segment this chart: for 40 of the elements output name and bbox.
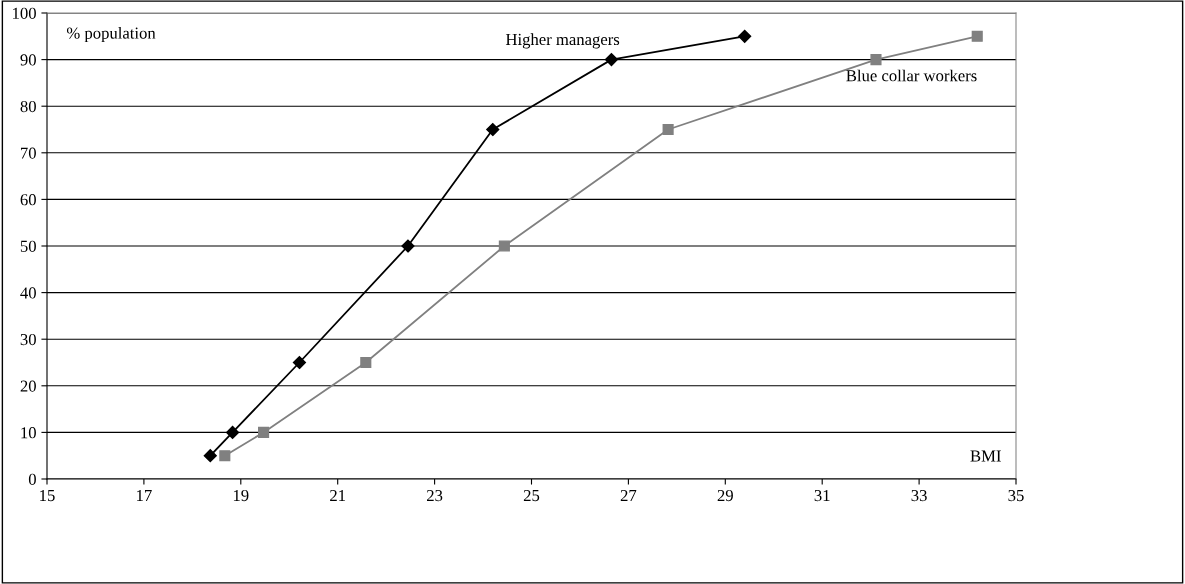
x-tick-label: 35 (1008, 489, 1024, 502)
x-tick-label: 21 (330, 489, 346, 501)
y-tick-label: 50 (20, 240, 36, 252)
point (401, 239, 415, 253)
series-label: Blue collar workers (846, 69, 977, 82)
y-tick-label: 100 (13, 7, 36, 19)
x-tick-label: 25 (523, 489, 540, 502)
x-tick-label: 15 (40, 489, 55, 502)
y-tick-label: 40 (20, 287, 36, 299)
y-tick-label: 70 (21, 147, 36, 159)
x-axis-title: BMI (970, 450, 1001, 462)
x-tick-label: 31 (814, 489, 830, 502)
point (498, 240, 510, 252)
series-label: Higher managers (505, 33, 620, 49)
point (219, 450, 231, 462)
x-tick-label: 27 (620, 489, 637, 501)
y-tick-label: 30 (20, 333, 36, 346)
point (738, 29, 752, 43)
point (225, 425, 240, 439)
y-tick-label: 60 (20, 194, 36, 206)
point (870, 54, 882, 66)
point (203, 449, 217, 463)
point (486, 122, 500, 137)
point (971, 30, 983, 42)
y-tick-label: 0 (28, 473, 36, 485)
y-tick-label: 10 (21, 427, 36, 439)
y-axis-title: % population (66, 26, 156, 43)
point (604, 53, 619, 67)
x-tick-label: 17 (137, 489, 152, 501)
x-tick-label: 33 (911, 489, 927, 502)
point (662, 123, 674, 136)
point (258, 426, 270, 438)
point (360, 356, 372, 369)
y-tick-label: 20 (20, 380, 36, 392)
x-tick-label: 23 (427, 489, 443, 502)
x-tick-label: 29 (717, 489, 733, 502)
y-tick-label: 90 (20, 54, 36, 66)
y-tick-label: 80 (20, 100, 36, 113)
x-tick-label: 19 (233, 489, 249, 502)
point (292, 355, 307, 370)
